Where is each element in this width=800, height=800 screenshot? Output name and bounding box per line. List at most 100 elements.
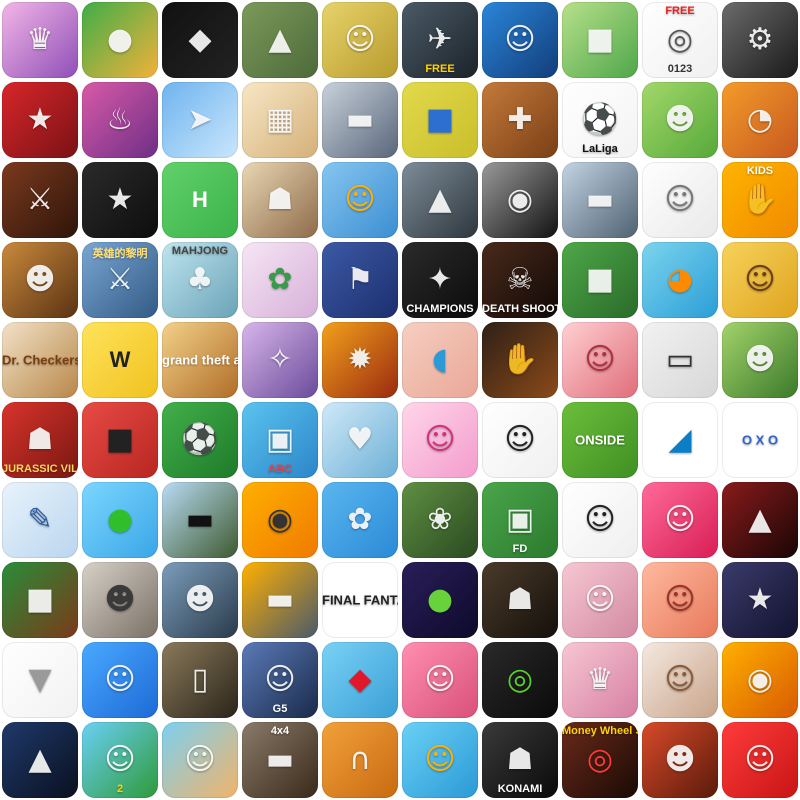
app-tile[interactable]: ☗ KONAMI <box>482 722 558 798</box>
app-tile[interactable]: ◉ <box>482 162 558 238</box>
app-tile[interactable]: ☺ <box>402 642 478 718</box>
app-tile[interactable]: ■ <box>562 242 638 318</box>
app-tile[interactable]: ONSIDE <box>562 402 638 478</box>
app-tile[interactable]: ▲ <box>722 482 798 558</box>
app-tile[interactable]: ☺ G5 <box>242 642 318 718</box>
app-tile[interactable]: ◉ <box>242 482 318 558</box>
app-tile[interactable]: ☺ 2 <box>82 722 158 798</box>
app-tile[interactable]: ▬ <box>242 562 318 638</box>
app-tile[interactable]: ✿ <box>242 242 318 318</box>
app-tile[interactable]: ★ <box>722 562 798 638</box>
app-tile[interactable]: ☺ <box>722 722 798 798</box>
app-tile[interactable]: ● <box>82 482 158 558</box>
app-tile[interactable]: ▲ <box>402 162 478 238</box>
app-tile[interactable]: ◆ <box>162 2 238 78</box>
app-tile[interactable]: ■ <box>82 402 158 478</box>
app-tile[interactable]: ✧ <box>242 322 318 398</box>
app-tile[interactable]: ■ <box>402 82 478 158</box>
app-tile[interactable]: ☻ <box>82 562 158 638</box>
app-tile[interactable]: ☻ <box>2 242 78 318</box>
app-tile[interactable]: ● <box>82 2 158 78</box>
app-tile[interactable]: ☗ <box>242 162 318 238</box>
app-tile[interactable]: ✎ <box>2 482 78 558</box>
app-tile[interactable]: ☻ <box>722 322 798 398</box>
app-tile[interactable]: ➤ <box>162 82 238 158</box>
app-tile[interactable]: ◔ <box>722 82 798 158</box>
app-tile[interactable]: ⚑ <box>322 242 398 318</box>
app-tile[interactable]: ☺ <box>642 562 718 638</box>
app-tile[interactable]: ♨ <box>82 82 158 158</box>
app-tile[interactable]: ☠ DEATH SHOOTER <box>482 242 558 318</box>
app-tile[interactable]: ✋ KIDS <box>722 162 798 238</box>
app-tile[interactable]: ⚽ LaLiga <box>562 82 638 158</box>
app-tile[interactable]: ▭ <box>642 322 718 398</box>
app-tile[interactable]: ▲ <box>242 2 318 78</box>
app-tile[interactable]: ☺ <box>562 562 638 638</box>
app-tile[interactable]: ☺ <box>642 642 718 718</box>
app-tile[interactable]: ◉ <box>722 642 798 718</box>
app-tile[interactable]: ♣ MAHJONG <box>162 242 238 318</box>
app-tile[interactable]: ▦ <box>242 82 318 158</box>
app-tile[interactable]: ■ <box>562 2 638 78</box>
app-tile[interactable]: ◕ <box>642 242 718 318</box>
app-tile[interactable]: ★ <box>2 82 78 158</box>
app-tile[interactable]: ☺ <box>162 722 238 798</box>
app-tile[interactable]: ■ <box>2 562 78 638</box>
app-tile[interactable]: ☺ <box>82 642 158 718</box>
app-tile[interactable]: ◆ <box>322 642 398 718</box>
app-tile[interactable]: ☗ <box>482 562 558 638</box>
app-tile[interactable]: ▬ <box>162 482 238 558</box>
app-tile[interactable]: ⚙ <box>722 2 798 78</box>
app-tile[interactable]: ☻ <box>642 82 718 158</box>
app-tile[interactable]: ☺ <box>482 2 558 78</box>
app-tile[interactable]: ☻ <box>642 722 718 798</box>
app-tile[interactable]: ∩ <box>322 722 398 798</box>
app-tile[interactable]: Dr. Checkers <box>2 322 78 398</box>
app-tile[interactable]: ◖ <box>402 322 478 398</box>
app-tile[interactable]: ☗ JURASSIC VILLAGE <box>2 402 78 478</box>
app-tile[interactable]: ◎ <box>482 642 558 718</box>
app-tile[interactable]: ▯ <box>162 642 238 718</box>
app-tile[interactable]: ☺ <box>642 482 718 558</box>
app-tile[interactable]: ✚ <box>482 82 558 158</box>
app-tile[interactable]: ☺ <box>722 242 798 318</box>
app-tile[interactable]: W <box>82 322 158 398</box>
app-tile[interactable]: ◎ FREE 0123 <box>642 2 718 78</box>
app-tile[interactable]: ⚔ 英雄的黎明 <box>82 242 158 318</box>
app-tile[interactable]: ✹ <box>322 322 398 398</box>
app-tile[interactable]: ◢ <box>642 402 718 478</box>
app-tile[interactable]: ♥ <box>322 402 398 478</box>
app-tile[interactable]: ✈ FREE <box>402 2 478 78</box>
app-tile[interactable]: ✿ <box>322 482 398 558</box>
app-tile[interactable]: grand theft auto V <box>162 322 238 398</box>
app-tile[interactable]: ♛ <box>562 642 638 718</box>
app-tile[interactable]: ✦ CHAMPIONS <box>402 242 478 318</box>
app-tile[interactable]: ☺ <box>562 322 638 398</box>
app-tile[interactable]: ☺ <box>402 722 478 798</box>
app-tile[interactable]: ▼ <box>2 642 78 718</box>
app-tile[interactable]: ▣ FD <box>482 482 558 558</box>
app-tile[interactable]: ☺ <box>482 402 558 478</box>
app-tile[interactable]: ▣ ABC <box>242 402 318 478</box>
app-tile[interactable]: ★ <box>82 162 158 238</box>
app-tile[interactable]: ☻ <box>162 562 238 638</box>
app-tile[interactable]: H <box>162 162 238 238</box>
app-tile[interactable]: ✋ <box>482 322 558 398</box>
app-tile[interactable]: ☺ <box>322 2 398 78</box>
app-tile[interactable]: ❀ <box>402 482 478 558</box>
app-tile[interactable]: ▬ 4x4 <box>242 722 318 798</box>
app-tile[interactable]: ⚔ <box>2 162 78 238</box>
app-tile[interactable]: ▬ <box>322 82 398 158</box>
app-tile[interactable]: ⚽ <box>162 402 238 478</box>
app-tile[interactable]: ☺ <box>322 162 398 238</box>
app-tile[interactable]: ☺ <box>562 482 638 558</box>
app-tile[interactable]: O X O <box>722 402 798 478</box>
app-tile[interactable]: FINAL FANTASY VI <box>322 562 398 638</box>
app-tile[interactable]: ☺ <box>402 402 478 478</box>
app-tile[interactable]: ♛ <box>2 2 78 78</box>
app-tile[interactable]: ☺ <box>642 162 718 238</box>
app-tile[interactable]: ◎ Money Wheel SLOT MACHINE <box>562 722 638 798</box>
app-tile[interactable]: ▲ <box>2 722 78 798</box>
app-tile[interactable]: ● <box>402 562 478 638</box>
app-tile[interactable]: ▬ <box>562 162 638 238</box>
